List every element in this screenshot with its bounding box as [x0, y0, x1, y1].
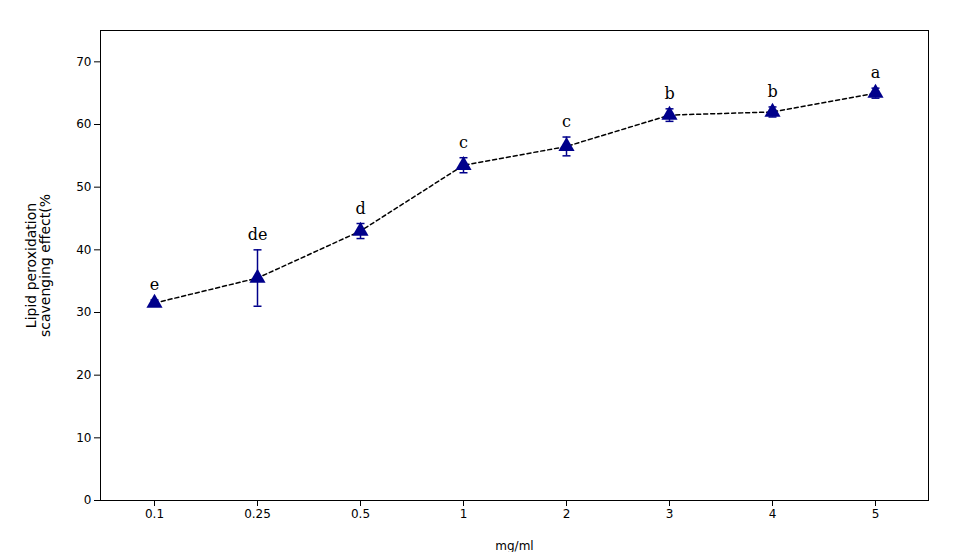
- svg-text:de: de: [248, 225, 268, 244]
- svg-text:10: 10: [76, 431, 91, 445]
- svg-text:e: e: [150, 275, 159, 294]
- svg-text:0.5: 0.5: [351, 507, 370, 521]
- svg-text:0: 0: [84, 493, 92, 507]
- svg-text:60: 60: [76, 117, 91, 131]
- svg-text:c: c: [459, 133, 468, 152]
- svg-text:3: 3: [666, 507, 674, 521]
- svg-text:20: 20: [76, 368, 91, 382]
- svg-text:2: 2: [563, 507, 571, 521]
- svg-text:mg/ml: mg/ml: [495, 539, 533, 552]
- svg-text:0.25: 0.25: [244, 507, 271, 521]
- svg-text:b: b: [767, 82, 777, 101]
- svg-text:d: d: [355, 199, 365, 218]
- svg-text:5: 5: [872, 507, 880, 521]
- svg-text:50: 50: [76, 180, 91, 194]
- svg-text:a: a: [871, 63, 881, 82]
- svg-text:0.1: 0.1: [145, 507, 164, 521]
- svg-text:70: 70: [76, 55, 91, 69]
- svg-text:1: 1: [460, 507, 468, 521]
- svg-text:4: 4: [769, 507, 777, 521]
- svg-text:Lipid peroxidationscavenging e: Lipid peroxidationscavenging effect(%: [23, 194, 53, 337]
- svg-text:b: b: [664, 84, 674, 103]
- svg-text:c: c: [562, 112, 571, 131]
- svg-text:40: 40: [76, 243, 91, 257]
- svg-text:30: 30: [76, 305, 91, 319]
